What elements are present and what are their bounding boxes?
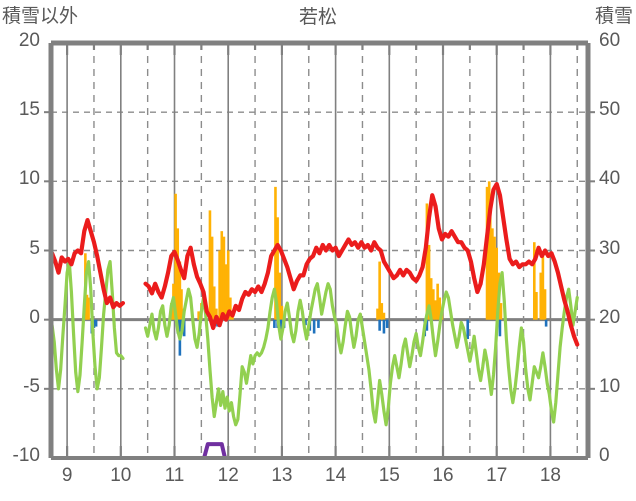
precipitation-bar xyxy=(215,308,218,320)
y-axis-tick-label: -10 xyxy=(12,445,40,466)
x-axis-tick-label: 9 xyxy=(61,465,73,486)
precipitation-bar xyxy=(434,300,437,320)
x-axis-tick-label: 12 xyxy=(217,465,239,486)
precipitation-bar xyxy=(276,217,279,320)
precipitation-bar xyxy=(533,242,536,320)
precipitation-bar xyxy=(438,297,442,320)
snowfall-bar xyxy=(385,319,389,328)
chart-title: 若松 xyxy=(298,7,337,28)
max-temp-line xyxy=(143,182,580,347)
min-temp-line xyxy=(50,259,125,394)
precipitation-bar xyxy=(499,303,503,320)
precipitation-bar xyxy=(208,210,212,320)
x-axis-tick-label: 17 xyxy=(486,465,508,486)
precipitation-bar xyxy=(543,289,547,320)
snowfall-bar xyxy=(279,319,283,334)
precipitation-bar xyxy=(176,228,180,320)
precipitation-bar xyxy=(488,206,492,320)
y2-axis-tick-label: 0 xyxy=(599,445,610,466)
snowfall-bar xyxy=(498,319,502,337)
precipitation-bar xyxy=(425,203,429,320)
precipitation-bar xyxy=(226,250,230,320)
y2-axis-tick-label: 60 xyxy=(599,30,621,51)
precipitation-bar xyxy=(378,261,381,320)
precipitation-bar xyxy=(212,286,216,320)
y-axis-tick-label: 20 xyxy=(18,30,40,51)
precipitation-bar xyxy=(280,305,284,320)
precipitation-bar xyxy=(210,236,214,320)
y2-axis-tick-label: 50 xyxy=(599,99,621,121)
snowfall-bar xyxy=(273,319,276,328)
precipitation-bar xyxy=(380,303,384,320)
precipitation-bar xyxy=(218,250,221,320)
left-axis-title: 積雪以外 xyxy=(2,6,79,27)
precipitation-bar xyxy=(376,308,379,320)
snowfall-bar xyxy=(466,319,470,340)
snowfall-bar xyxy=(94,319,98,327)
precipitation-bar xyxy=(495,247,499,320)
precipitation-bar xyxy=(85,294,89,320)
precipitation-bar xyxy=(429,278,433,320)
y-axis-tick-label: 0 xyxy=(29,306,40,328)
precipitation-bar xyxy=(493,236,496,320)
max-temp-line xyxy=(49,217,126,310)
y-axis-tick-label: 5 xyxy=(29,237,40,259)
precipitation-bar xyxy=(436,283,439,320)
min-temp-line xyxy=(143,271,579,427)
snowfall-bar xyxy=(304,319,307,326)
snowfall-bar xyxy=(317,319,320,328)
precipitation-bar xyxy=(222,236,226,320)
precipitation-bar xyxy=(541,256,545,320)
y2-axis-tick-label: 20 xyxy=(599,306,621,328)
precipitation-bar xyxy=(535,292,538,320)
y-axis-tick-label: 15 xyxy=(18,99,40,121)
precipitation-bar xyxy=(491,228,494,320)
precipitation-bar xyxy=(180,289,183,320)
x-axis-tick-label: 13 xyxy=(271,465,293,486)
snowfall-bar xyxy=(378,319,381,331)
x-axis-tick-label: 16 xyxy=(432,465,454,486)
y2-axis-tick-label: 30 xyxy=(599,237,621,259)
precipitation-bar xyxy=(539,272,543,320)
precipitation-bar xyxy=(278,272,282,320)
x-axis-tick-label: 14 xyxy=(325,465,347,486)
x-axis-tick-label: 18 xyxy=(539,465,561,486)
snowfall-bar xyxy=(382,319,386,334)
precipitation-bar xyxy=(87,297,90,320)
y-axis-tick-label: 10 xyxy=(18,168,40,190)
x-axis-tick-label: 10 xyxy=(110,465,132,486)
precipitation-bar xyxy=(178,261,182,320)
x-axis-tick-label: 15 xyxy=(378,465,400,486)
precipitation-bar xyxy=(382,312,386,320)
snowfall-bar xyxy=(312,319,316,334)
snowfall-bar xyxy=(544,319,548,327)
y2-axis-tick-label: 40 xyxy=(599,168,621,190)
y-axis-tick-label: -5 xyxy=(23,375,40,397)
snowfall-bar xyxy=(425,319,429,331)
right-axis-title: 積雪 xyxy=(594,6,633,27)
x-axis-tick-label: 11 xyxy=(164,465,185,486)
snowfall-bar xyxy=(182,319,186,337)
precipitation-bar xyxy=(274,186,277,320)
precipitation-bar xyxy=(224,264,228,320)
precipitation-bar xyxy=(432,289,435,320)
precipitation-bar xyxy=(197,311,200,320)
y2-axis-tick-label: 10 xyxy=(599,375,621,397)
precipitation-bar xyxy=(220,231,224,320)
precipitation-bar xyxy=(229,297,232,320)
precipitation-bar xyxy=(427,244,431,320)
